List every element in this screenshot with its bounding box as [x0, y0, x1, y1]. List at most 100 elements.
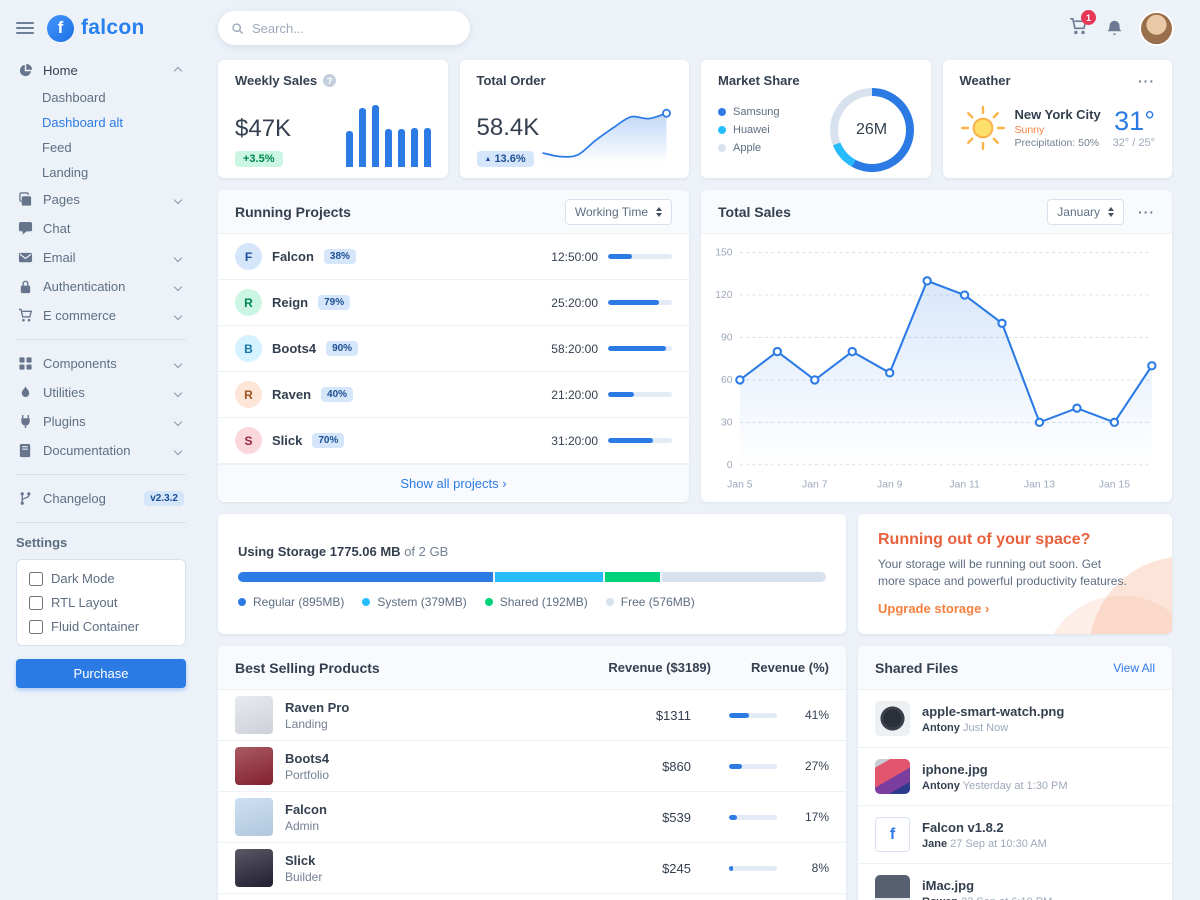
pages-icon: [19, 192, 32, 206]
search-input[interactable]: [252, 20, 457, 36]
product-category[interactable]: Admin: [285, 818, 320, 833]
sidebar-item-documentation[interactable]: Documentation: [16, 436, 186, 465]
svg-text:Jan 11: Jan 11: [949, 480, 980, 491]
sidebar-item-email[interactable]: Email: [16, 243, 186, 272]
product-name[interactable]: Boots4: [285, 750, 330, 766]
info-icon[interactable]: ?: [323, 74, 337, 87]
product-category[interactable]: Builder: [285, 869, 323, 884]
project-row: F Falcon 38% 12:50:00: [218, 234, 689, 280]
sidebar-item-plugins[interactable]: Plugins: [16, 407, 186, 436]
product-name[interactable]: Slick: [285, 852, 316, 868]
sidebar-item-utilities[interactable]: Utilities: [16, 378, 186, 407]
logo-text: falcon: [81, 16, 145, 39]
project-progress-bar: [608, 300, 672, 305]
topbar: 1: [218, 0, 1172, 56]
sidebar-item-components[interactable]: Components: [16, 349, 186, 378]
sidebar-subitem[interactable]: Feed: [42, 140, 72, 155]
settings-checkbox[interactable]: [29, 595, 43, 610]
project-percent-badge: 40%: [321, 387, 354, 402]
view-all-link[interactable]: View All: [1113, 660, 1155, 675]
weekly-sales-chart: [345, 105, 431, 167]
more-options-button[interactable]: ···: [1138, 72, 1155, 89]
project-name[interactable]: Reign: [272, 295, 309, 310]
file-thumbnail: [875, 875, 910, 900]
code-branch-icon: [20, 492, 31, 505]
project-avatar: R: [235, 381, 262, 408]
storage-bar: [238, 571, 826, 582]
project-name[interactable]: Raven: [272, 387, 312, 402]
legend-dot: [238, 597, 246, 606]
settings-checkbox[interactable]: [29, 571, 43, 586]
settings-checkbox[interactable]: [29, 619, 43, 634]
product-category[interactable]: Portfolio: [285, 767, 330, 782]
chevron-right-icon: ›: [984, 600, 990, 616]
project-avatar: R: [235, 289, 262, 316]
sidebar-item-pages[interactable]: Pages: [16, 185, 186, 214]
svg-text:Jan 7: Jan 7: [802, 480, 828, 491]
sidebar-item-changelog[interactable]: Changelog v2.3.2: [16, 484, 186, 513]
settings-option[interactable]: Fluid Container: [29, 619, 173, 634]
product-row: Falcon Admin $539 17%: [218, 792, 846, 843]
project-progress-bar: [608, 392, 672, 397]
sidebar-divider: [16, 522, 186, 523]
sidebar-item-chat[interactable]: Chat: [16, 214, 186, 243]
stats-row: Weekly Sales ? $47K +3.5% Total Order 58…: [218, 60, 1172, 178]
more-options-button[interactable]: ···: [1138, 203, 1155, 220]
project-name[interactable]: Falcon: [272, 249, 314, 264]
select-value: January: [1057, 204, 1100, 219]
nav-label: Authentication: [43, 279, 126, 294]
product-percent: 8%: [811, 861, 829, 875]
card-title: Best Selling Products: [235, 659, 380, 676]
file-name[interactable]: iMac.jpg: [922, 877, 975, 893]
card-title: Weekly Sales: [235, 73, 318, 88]
space-body: Your storage will be running out soon. G…: [878, 557, 1127, 589]
file-name[interactable]: Falcon v1.8.2: [922, 819, 1004, 835]
sidebar-item-home[interactable]: Home: [16, 56, 186, 85]
file-name[interactable]: apple-smart-watch.png: [922, 703, 1065, 719]
product-name[interactable]: Raven Pro: [285, 699, 350, 715]
sidebar-subitem[interactable]: Dashboard alt: [42, 115, 123, 130]
card-title: Total Sales: [718, 203, 791, 220]
sidebar-subitem[interactable]: Dashboard: [42, 90, 106, 105]
svg-text:Jan 9: Jan 9: [877, 480, 903, 491]
month-select[interactable]: January: [1047, 198, 1124, 225]
weekly-sales-badge: +3.5%: [235, 151, 283, 167]
legend-item: Samsung: [718, 106, 779, 118]
product-thumbnail: [235, 849, 273, 887]
project-name[interactable]: Boots4: [272, 341, 317, 356]
file-row: iMac.jpg Rowen 23 Sep at 6:10 PM: [858, 864, 1172, 900]
settings-option[interactable]: RTL Layout: [29, 595, 173, 610]
chart-pie-icon: [19, 63, 33, 77]
nav-label: Utilities: [43, 385, 85, 400]
upgrade-storage-link[interactable]: Upgrade storage ›: [878, 600, 990, 616]
product-name[interactable]: Falcon: [285, 801, 327, 817]
cart-button[interactable]: 1: [1069, 10, 1096, 39]
sidebar-subitem[interactable]: Landing: [42, 165, 89, 180]
file-name[interactable]: iphone.jpg: [922, 761, 988, 777]
legend-label: Regular (895MB): [253, 594, 345, 609]
bell-icon[interactable]: [1105, 19, 1124, 38]
legend-dot: [718, 108, 726, 116]
project-name[interactable]: Slick: [272, 433, 303, 448]
sidebar-nav: Home Dashboard Dashboard alt Feed Landin…: [16, 56, 186, 688]
sidebar-item-authentication[interactable]: Authentication: [16, 272, 186, 301]
sidebar-item-ecommerce[interactable]: E commerce: [16, 301, 186, 330]
product-category[interactable]: Landing: [285, 716, 328, 731]
show-all-projects-link[interactable]: Show all projects ›: [218, 464, 689, 501]
card-title: Running Projects: [235, 203, 351, 220]
nav-label: Chat: [43, 221, 71, 236]
menu-toggle-button[interactable]: [16, 22, 34, 34]
legend-label: Huawei: [733, 124, 770, 136]
falcon-logo[interactable]: f falcon: [47, 14, 145, 42]
purchase-button[interactable]: Purchase: [16, 659, 186, 688]
search-box[interactable]: [218, 11, 470, 45]
project-row: B Boots4 90% 58:20:00: [218, 326, 689, 372]
select-arrows-icon: [656, 206, 662, 217]
chevron-down-icon: [173, 417, 183, 426]
project-time: 12:50:00: [551, 249, 598, 264]
working-time-select[interactable]: Working Time: [564, 198, 672, 225]
total-sales-card: Total Sales January ··· 0 30 60 90 120 150 Jan…: [701, 190, 1172, 502]
project-progress-bar: [608, 254, 672, 259]
user-avatar[interactable]: [1141, 12, 1172, 44]
settings-option[interactable]: Dark Mode: [29, 571, 173, 586]
